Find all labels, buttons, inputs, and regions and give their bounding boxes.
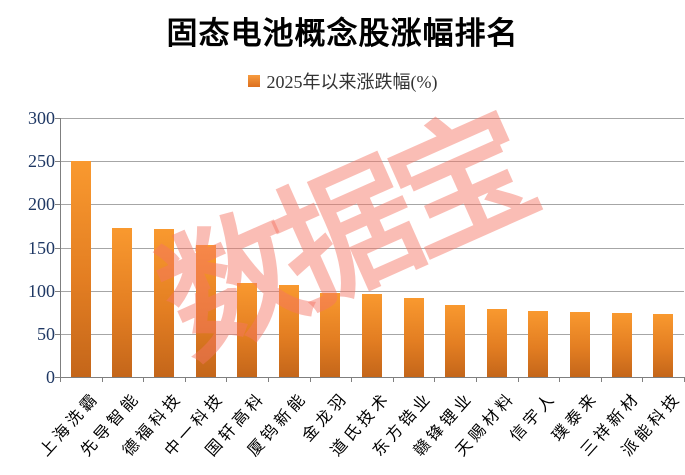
y-axis-tick-label: 50 bbox=[37, 323, 55, 344]
x-axis-tick bbox=[309, 377, 311, 382]
bar bbox=[445, 305, 466, 377]
x-axis-tick bbox=[226, 377, 228, 382]
y-axis-tick-label: 300 bbox=[28, 108, 55, 128]
bar bbox=[403, 297, 424, 377]
y-axis-tick bbox=[55, 118, 60, 119]
gridline bbox=[60, 247, 684, 249]
x-axis-tick bbox=[60, 377, 61, 382]
y-axis-tick bbox=[55, 333, 60, 335]
y-axis-tick-label: 100 bbox=[28, 280, 55, 301]
y-axis-tick-label: 200 bbox=[28, 194, 55, 215]
gridline bbox=[60, 204, 684, 206]
y-axis-tick bbox=[55, 290, 60, 292]
x-axis-tick bbox=[184, 377, 186, 382]
x-axis-tick bbox=[642, 377, 644, 382]
bar bbox=[611, 313, 632, 377]
y-axis-tick bbox=[55, 204, 60, 206]
gridline bbox=[60, 290, 684, 292]
y-axis-tick bbox=[55, 377, 60, 378]
y-axis-tick bbox=[55, 161, 60, 163]
bar bbox=[70, 161, 91, 377]
chart-title: 固态电池概念股涨幅排名 bbox=[166, 16, 519, 51]
x-axis-tick bbox=[476, 377, 477, 382]
y-axis-tick bbox=[55, 247, 60, 249]
bar bbox=[320, 293, 341, 377]
bar bbox=[112, 227, 133, 377]
bar bbox=[154, 228, 174, 377]
legend-swatch-icon bbox=[247, 75, 260, 87]
x-axis-tick bbox=[268, 377, 269, 382]
bar bbox=[362, 294, 382, 377]
x-axis-line bbox=[60, 377, 684, 378]
y-axis-line bbox=[60, 118, 61, 377]
bar bbox=[195, 244, 216, 377]
gridline bbox=[60, 118, 684, 119]
bar bbox=[528, 311, 549, 377]
y-axis-tick-label: 150 bbox=[28, 237, 55, 258]
legend: 2025年以来涨跌幅(%) bbox=[0, 70, 685, 92]
y-axis-tick-label: 250 bbox=[28, 151, 55, 172]
bar bbox=[570, 312, 590, 377]
y-axis-tick-label: 0 bbox=[46, 367, 55, 387]
bar bbox=[278, 285, 299, 377]
bar bbox=[486, 308, 507, 377]
x-axis-tick bbox=[434, 377, 436, 382]
x-axis-tick bbox=[600, 377, 602, 382]
x-axis-tick bbox=[559, 377, 561, 382]
x-axis-tick bbox=[351, 377, 353, 382]
x-axis-tick bbox=[517, 377, 519, 382]
x-axis-tick bbox=[101, 377, 103, 382]
legend-label: 2025年以来涨跌幅(%) bbox=[266, 72, 438, 92]
bar bbox=[653, 313, 674, 377]
bar bbox=[237, 282, 258, 377]
x-axis-tick bbox=[143, 377, 145, 382]
gridline bbox=[60, 161, 684, 163]
x-axis-tick bbox=[392, 377, 394, 382]
